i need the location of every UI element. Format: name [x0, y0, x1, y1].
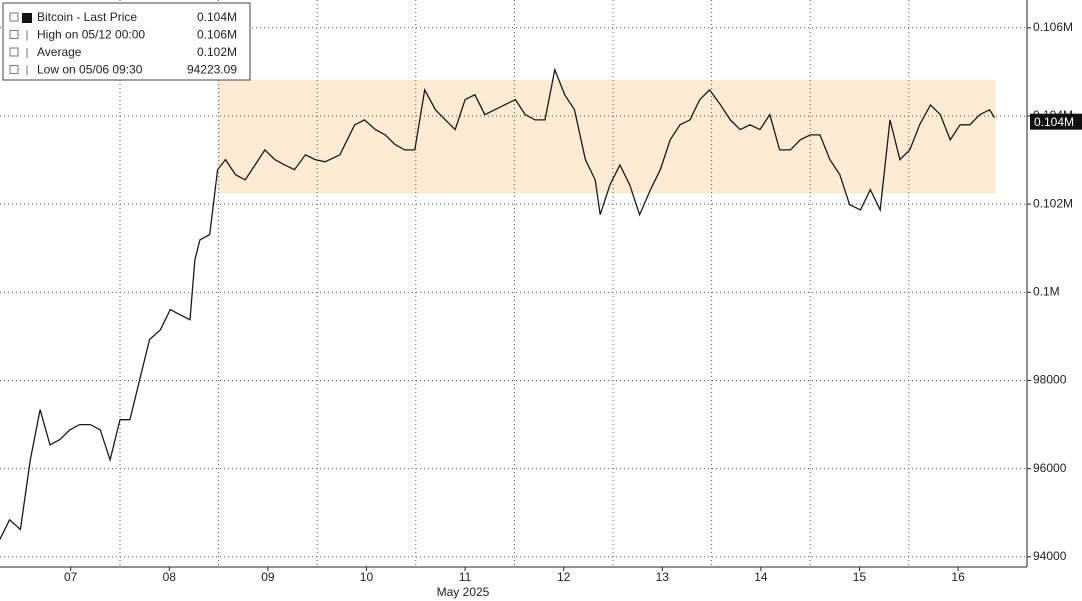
- y-tick-label: 0.102M: [1033, 196, 1073, 210]
- x-tick-label: 08: [163, 570, 177, 584]
- legend-box: [2, 2, 251, 81]
- legend-value: 0.106M: [197, 28, 237, 42]
- y-tick-label: 0.1M: [1033, 284, 1060, 298]
- legend-swatch: [22, 13, 32, 23]
- legend-toggle: [9, 65, 19, 74]
- x-tick-label: 11: [459, 570, 472, 584]
- legend: Bitcoin - Last Price 0.104M High on 05/12 …: [2, 2, 251, 81]
- x-tick-label: 07: [64, 570, 78, 584]
- price-line: [0, 67, 996, 540]
- legend-name: Average: [37, 45, 82, 59]
- x-tick-label: 12: [557, 570, 571, 584]
- legend-name: High on 05/12 00:00: [37, 28, 145, 42]
- legend-name: Low on 05/06 09:30: [37, 63, 143, 77]
- last-price-label: 0.104M: [1034, 115, 1074, 129]
- x-tick-label: 14: [754, 570, 768, 584]
- legend-toggle: [9, 30, 19, 39]
- legend-value: 94223.09: [187, 63, 237, 77]
- legend-toggle: [9, 12, 19, 22]
- x-axis-label: May 2025: [437, 585, 490, 599]
- last-price-tag: [1030, 113, 1082, 130]
- legend-toggle: [9, 47, 19, 57]
- legend-name: Bitcoin - Last Price: [37, 10, 137, 24]
- legend-value: 0.102M: [197, 45, 237, 59]
- x-tick-label: 16: [951, 570, 965, 584]
- y-tick-label: 96000: [1033, 461, 1067, 475]
- legend-value: 0.104M: [197, 10, 237, 24]
- x-tick-label: 13: [656, 570, 670, 584]
- x-tick-label: 15: [853, 570, 867, 584]
- x-tick-label: 10: [360, 570, 374, 584]
- x-tick-label: 09: [261, 570, 275, 584]
- y-tick-label: 98000: [1033, 373, 1067, 387]
- y-tick-label: 0.106M: [1033, 20, 1073, 34]
- highlight-band: [217, 79, 996, 194]
- y-tick-label: 94000: [1033, 549, 1067, 563]
